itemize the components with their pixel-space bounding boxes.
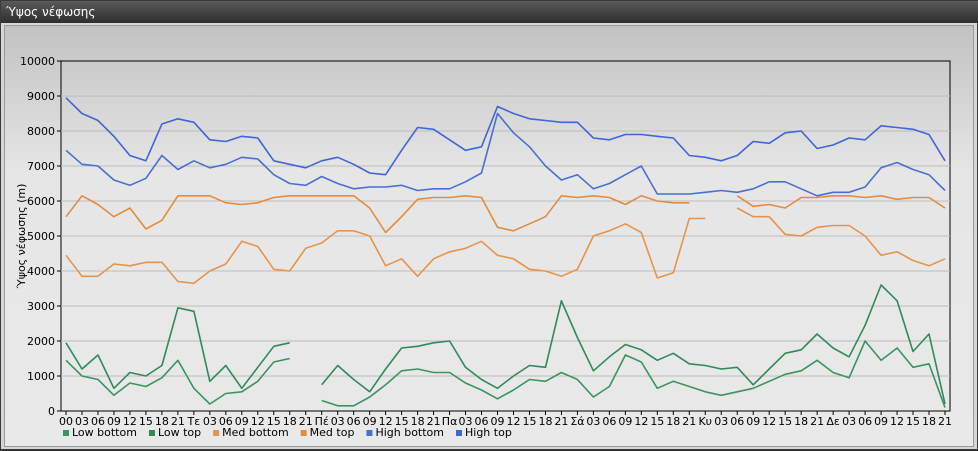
x-tick-label: 00	[59, 415, 73, 428]
x-tick-label: 03	[459, 415, 473, 428]
x-tick-label: 15	[906, 415, 920, 428]
legend-swatch	[213, 430, 220, 436]
x-tick-label: 15	[267, 415, 281, 428]
x-tick-label: 12	[762, 415, 776, 428]
x-tick-label: 06	[475, 415, 489, 428]
x-tick-label: 03	[586, 415, 600, 428]
x-tick-label: 09	[746, 415, 760, 428]
y-tick-label: 10000	[20, 55, 55, 68]
y-tick-label: 9000	[27, 90, 55, 103]
x-tick-label: 12	[890, 415, 904, 428]
y-axis-ticks: 0 1000 2000 3000 4000 5000 6000 7000 8000 9000 100…	[20, 55, 61, 418]
legend-label: High bottom	[375, 426, 444, 439]
x-tick-label: 09	[107, 415, 121, 428]
y-tick-label: 3000	[27, 300, 55, 313]
x-tick-label: Κυ	[698, 415, 712, 428]
y-tick-label: 2000	[27, 335, 55, 348]
x-tick-label: 15	[395, 415, 409, 428]
x-tick-label: 12	[379, 415, 393, 428]
series-line-high-bottom	[65, 112, 946, 197]
legend-swatch	[300, 430, 307, 436]
x-tick-label: 03	[331, 415, 345, 428]
y-tick-label: 0	[48, 405, 55, 418]
x-tick-label: 09	[491, 415, 505, 428]
x-tick-label: 06	[730, 415, 744, 428]
x-tick-label: 21	[554, 415, 568, 428]
x-tick-label: 06	[91, 415, 105, 428]
series-line-med-bottom	[736, 207, 946, 267]
legend-label: Low bottom	[72, 426, 137, 439]
legend-swatch	[456, 430, 462, 436]
x-tick-label: 12	[123, 415, 137, 428]
legend-label: Med top	[310, 426, 355, 439]
x-tick-label: 06	[347, 415, 361, 428]
x-tick-label: 18	[283, 415, 297, 428]
x-tick-label: 18	[666, 415, 680, 428]
x-tick-label: 21	[427, 415, 441, 428]
y-tick-label: 8000	[27, 125, 55, 138]
x-tick-label: 15	[522, 415, 536, 428]
series-line-med-top	[736, 195, 946, 209]
x-tick-label: 12	[506, 415, 520, 428]
x-tick-label: 18	[922, 415, 936, 428]
x-tick-label: 21	[171, 415, 185, 428]
x-tick-label: 03	[203, 415, 217, 428]
x-tick-label: 15	[778, 415, 792, 428]
x-tick-label: 12	[251, 415, 265, 428]
y-tick-label: 5000	[27, 230, 55, 243]
x-tick-label: 18	[538, 415, 552, 428]
x-tick-label: 21	[810, 415, 824, 428]
x-tick-label: 06	[858, 415, 872, 428]
legend-label: Med bottom	[222, 426, 289, 439]
x-tick-label: 06	[219, 415, 233, 428]
y-axis-label: Ύψος νέφωσης (m)	[15, 184, 28, 290]
x-tick-label: 12	[634, 415, 648, 428]
x-tick-label: 06	[602, 415, 616, 428]
series-line-high-top	[65, 97, 946, 176]
x-tick-label: 21	[938, 415, 952, 428]
x-tick-label: 15	[139, 415, 153, 428]
series-line-low-top	[321, 284, 946, 405]
legend-swatch	[148, 430, 155, 436]
legend-swatch	[63, 430, 69, 436]
x-tick-label: 18	[411, 415, 425, 428]
series-line-low-top	[65, 307, 290, 390]
series-lines	[65, 97, 946, 408]
y-tick-label: 1000	[27, 370, 55, 383]
x-tick-label: 18	[155, 415, 169, 428]
x-tick-label: 21	[299, 415, 313, 428]
x-axis-ticks: 00 03 06 09 12 15 18 21 Τε 03 06 09 12 15 18 21 Πέ 03 06 09…	[59, 411, 952, 428]
x-tick-label: 21	[682, 415, 696, 428]
y-tick-label: 7000	[27, 160, 55, 173]
x-tick-label: 18	[794, 415, 808, 428]
series-line-low-bottom	[321, 340, 946, 408]
legend-swatch	[366, 430, 373, 436]
x-tick-label: 03	[714, 415, 728, 428]
x-tick-label: 03	[75, 415, 89, 428]
x-tick-label: 03	[842, 415, 856, 428]
legend: Low bottom Low top Med bottom Med top High b…	[63, 426, 512, 439]
series-line-med-bottom	[65, 217, 706, 285]
x-tick-label: Τε	[187, 415, 201, 428]
legend-label: Low top	[158, 426, 201, 439]
x-tick-label: Σά	[570, 415, 584, 428]
series-line-med-top	[65, 195, 690, 234]
series-line-low-bottom	[65, 357, 290, 405]
y-tick-label: 4000	[27, 265, 55, 278]
x-tick-label: 09	[363, 415, 377, 428]
legend-label: High top	[465, 426, 512, 439]
y-tick-label: 6000	[27, 195, 55, 208]
x-tick-label: 09	[874, 415, 888, 428]
x-tick-label: Πα	[442, 415, 458, 428]
window-title: Ύψος νέφωσης	[1, 1, 978, 23]
x-tick-label: Πέ	[315, 415, 329, 428]
x-tick-label: 09	[618, 415, 632, 428]
x-tick-label: 15	[650, 415, 664, 428]
x-tick-label: 09	[235, 415, 249, 428]
x-tick-label: Δε	[826, 415, 840, 428]
